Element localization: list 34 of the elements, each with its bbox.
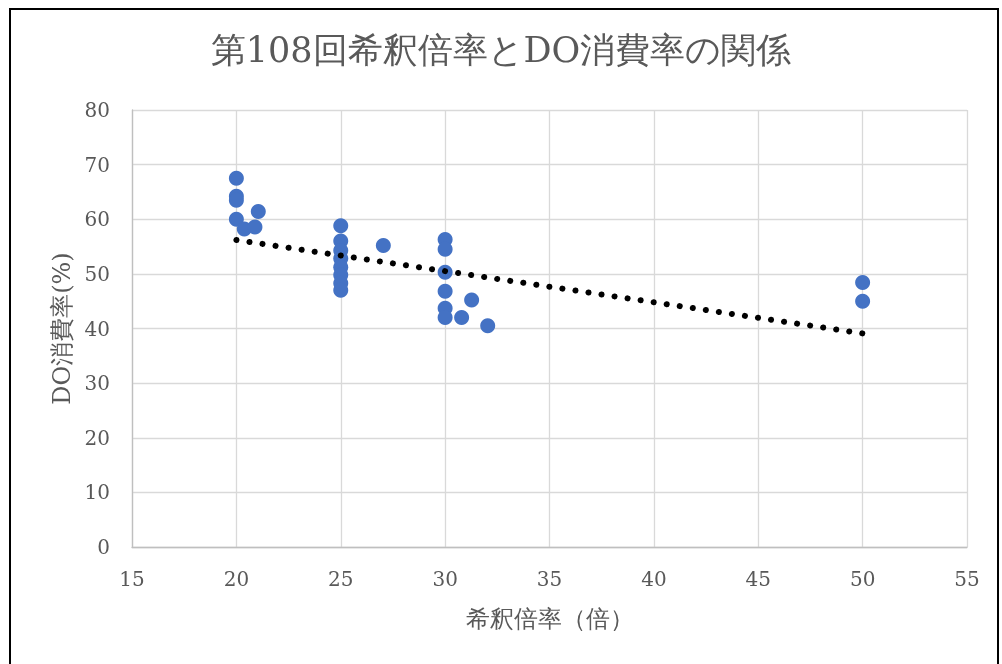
point [454, 310, 470, 326]
y-axis-title: DO消費率(%) [47, 252, 76, 405]
point [437, 310, 453, 326]
point [228, 170, 244, 186]
point [437, 283, 453, 299]
y-tick-label: 40 [84, 316, 110, 341]
x-tick-label: 30 [432, 567, 458, 591]
x-tick-label: 25 [328, 567, 354, 591]
x-tick-label: 40 [641, 567, 667, 591]
point [855, 275, 871, 291]
point [228, 211, 244, 227]
point [855, 293, 871, 309]
point [247, 219, 263, 235]
y-tick-label: 80 [84, 98, 110, 122]
y-tick-label: 0 [97, 535, 110, 559]
x-tick-label: 20 [223, 567, 250, 591]
x-tick-label: 50 [849, 567, 876, 591]
point [375, 237, 391, 253]
point [464, 292, 480, 308]
y-tick-label: 50 [84, 261, 110, 286]
x-axis-title: 希釈倍率（倍） [465, 605, 634, 633]
chart-title: 第108回希釈倍率とDO消費率の関係 [210, 29, 792, 70]
point [250, 204, 266, 220]
y-tick-label: 70 [84, 152, 110, 177]
x-tick-label: 35 [536, 567, 563, 591]
y-tick-label: 20 [84, 425, 110, 450]
x-tick-label: 55 [954, 567, 980, 591]
x-tick-label: 15 [119, 567, 145, 591]
point [333, 218, 349, 234]
y-tick-label: 60 [84, 207, 110, 232]
point [480, 318, 496, 334]
y-tick-label: 10 [84, 480, 110, 505]
x-tick-label: 45 [745, 567, 771, 591]
y-tick-label: 30 [84, 371, 110, 396]
